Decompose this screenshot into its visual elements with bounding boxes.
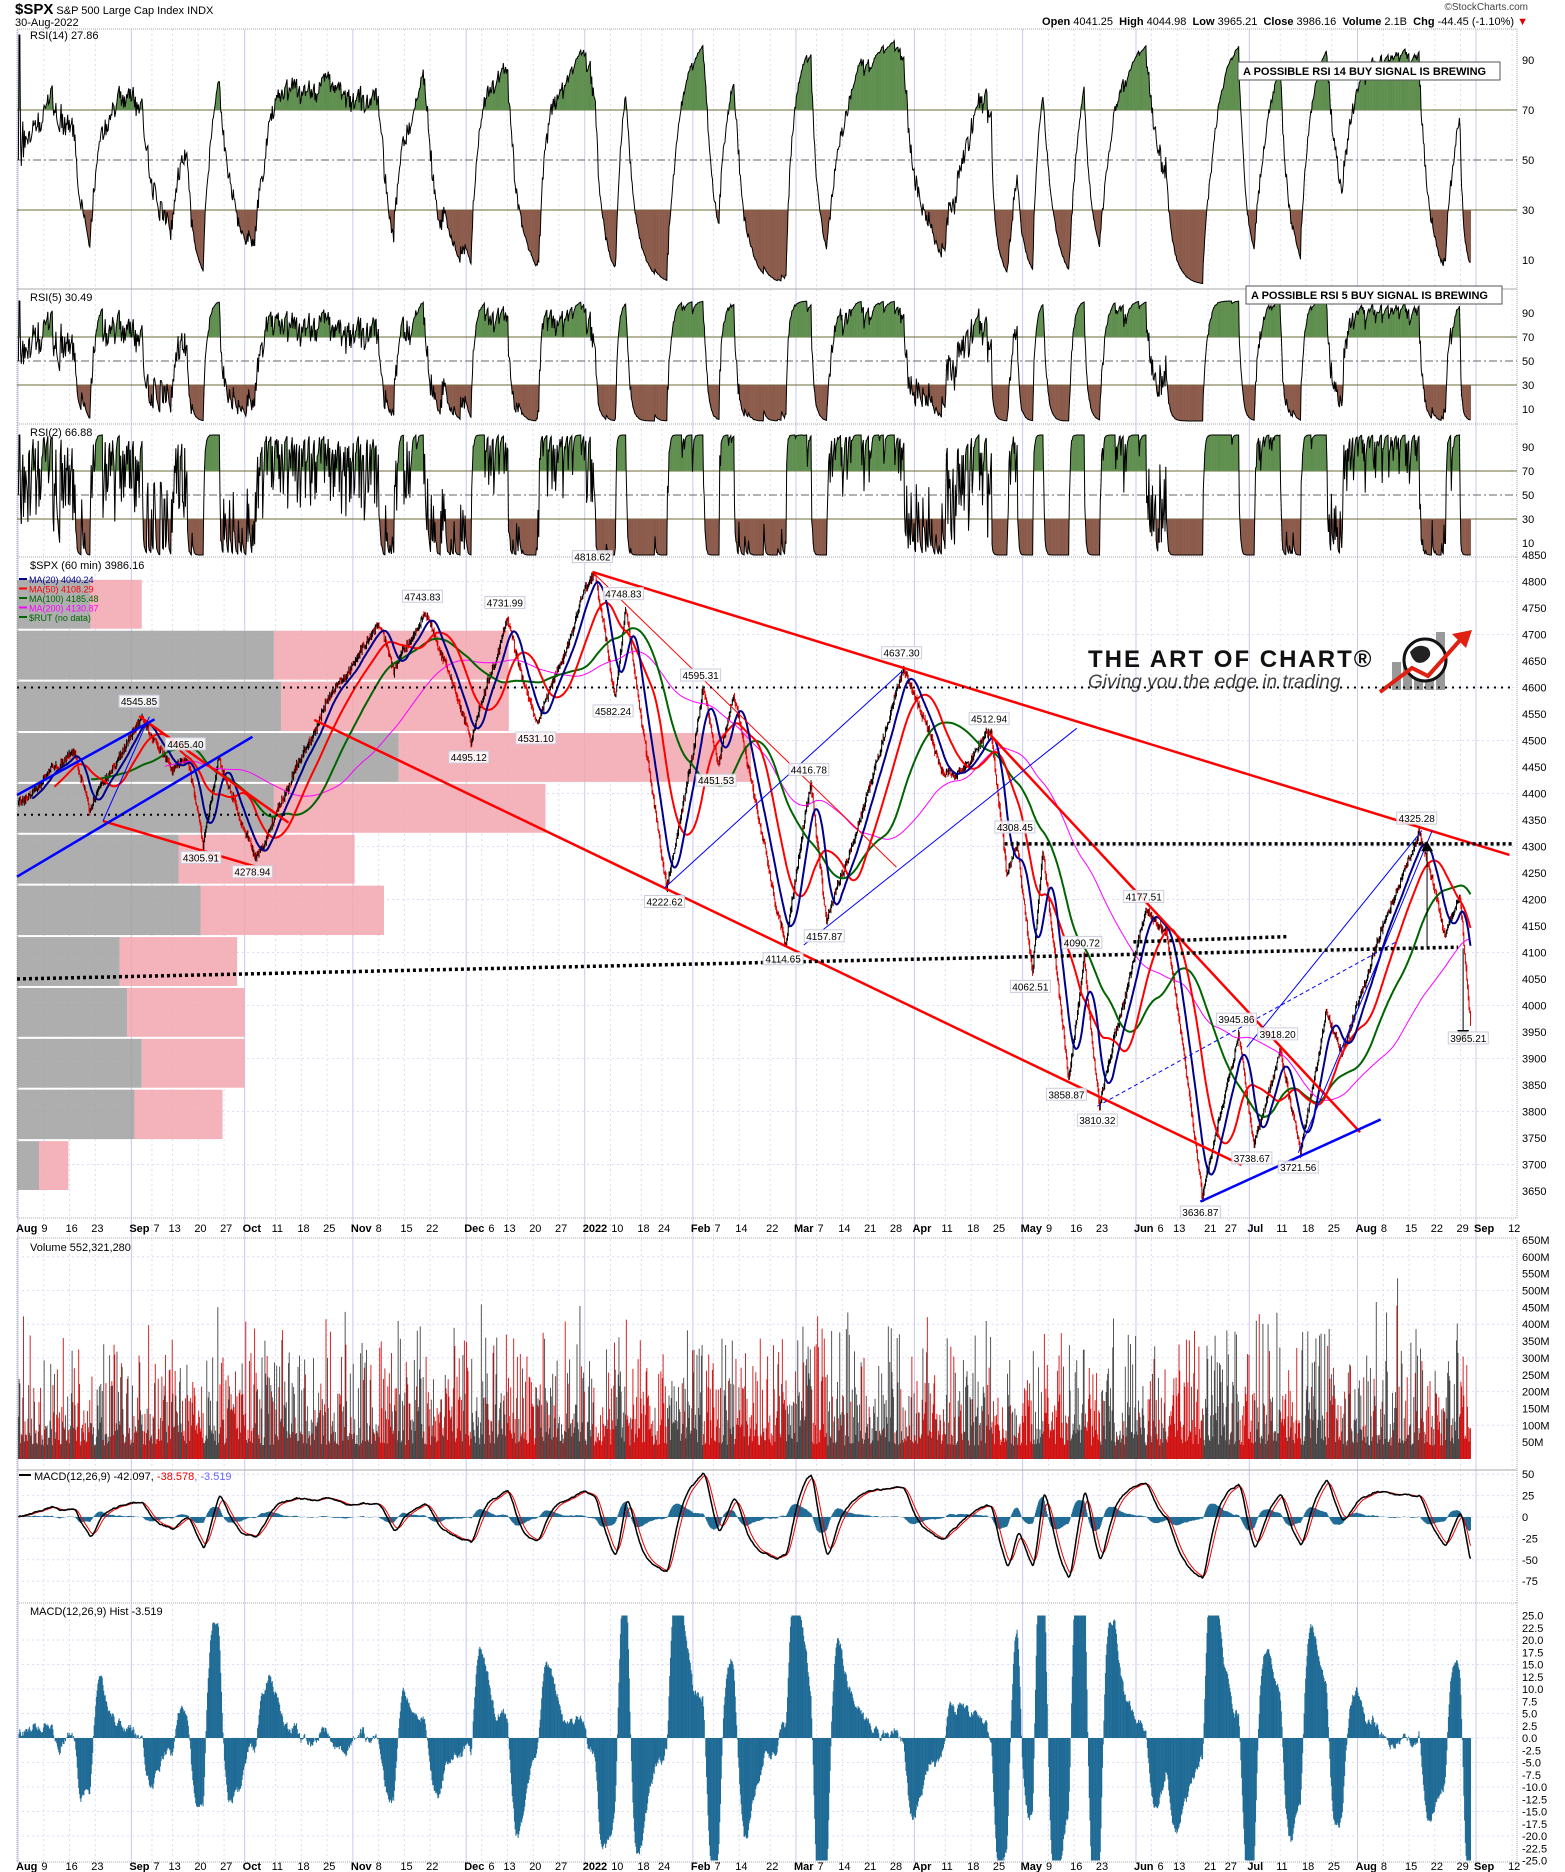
volume-by-price-down-bar (141, 1038, 245, 1088)
volume-by-price-down-bar (134, 1089, 223, 1140)
rsi5-line (17, 300, 1471, 422)
volume-by-price-down-bar (90, 579, 142, 629)
volume-by-price-up-bar (17, 834, 179, 884)
rsi2-line (17, 433, 1471, 557)
volume-by-price-down-bar (273, 783, 546, 833)
volume-by-price-up-bar (17, 783, 274, 833)
volume-by-price-down-bar (127, 987, 245, 1037)
volume-by-price-down-bar (200, 885, 384, 936)
volume-by-price-up-bar (17, 1089, 135, 1140)
volume-by-price-up-bar (17, 1141, 40, 1190)
volume-by-price-down-bar (281, 681, 509, 732)
panel-frame (16, 556, 1518, 1219)
volume-by-price-up-bar (17, 937, 120, 986)
volume-by-price-up-bar (17, 733, 399, 782)
panel-frame (16, 1602, 1518, 1863)
volume-by-price-up-bar (17, 630, 274, 680)
panel-frame (16, 1469, 1518, 1604)
logo-tagline: Giving you the edge in trading (1088, 672, 1341, 693)
volume-by-price-up-bar (17, 885, 201, 936)
volume-by-price-up-bar (17, 579, 91, 629)
rsi14-line (17, 34, 1471, 284)
volume-by-price-down-bar (39, 1141, 69, 1190)
volume-by-price-down-bar (119, 937, 238, 986)
rsi-panels (17, 34, 1517, 557)
volume-by-price-up-bar (17, 1038, 142, 1088)
logo-title: THE ART OF CHART® (1088, 646, 1373, 673)
volume-by-price-up-bar (17, 987, 128, 1037)
panel-frames (16, 28, 1518, 1863)
logo-globe-icon (1378, 630, 1472, 694)
